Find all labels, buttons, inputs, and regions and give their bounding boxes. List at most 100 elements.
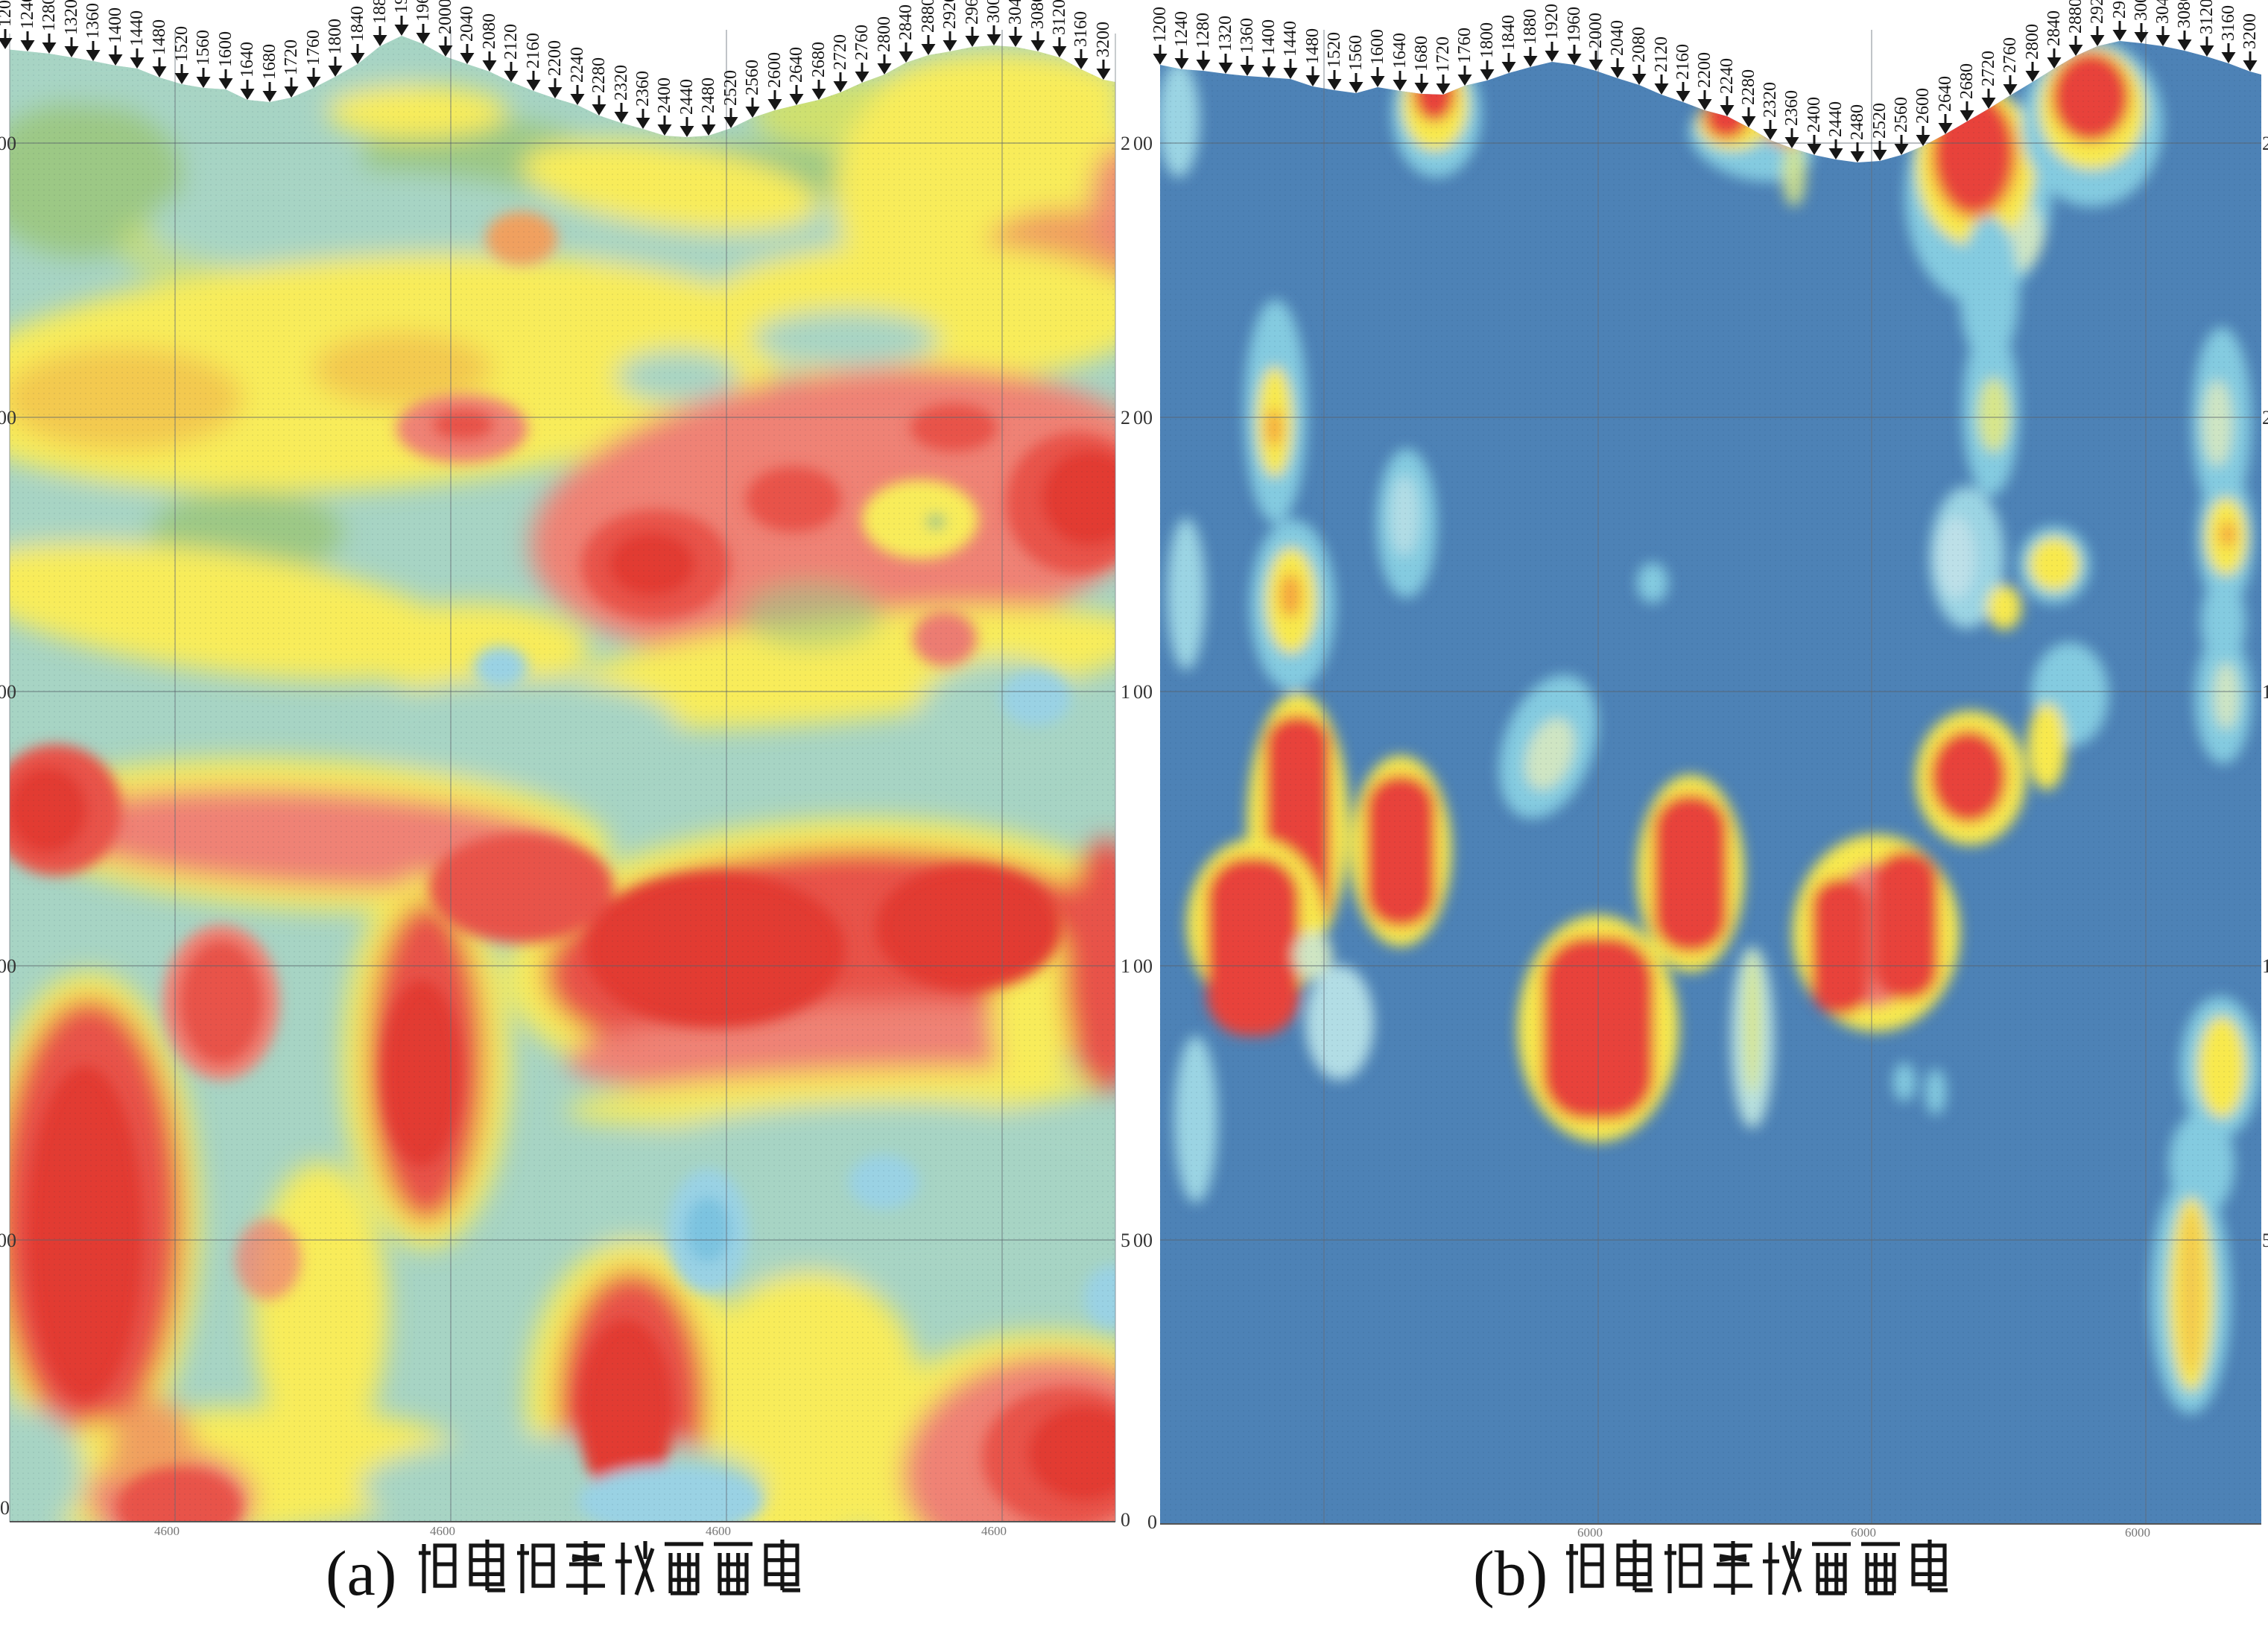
- svg-text:1520: 1520: [1325, 32, 1344, 68]
- svg-text:2760: 2760: [852, 25, 872, 60]
- svg-text:2160: 2160: [1673, 44, 1693, 80]
- svg-text:3120: 3120: [2197, 0, 2217, 34]
- svg-text:1600: 1600: [216, 31, 235, 67]
- svg-text:2440: 2440: [677, 79, 697, 115]
- svg-text:00: 00: [1133, 133, 1153, 154]
- svg-text:2920: 2920: [940, 0, 960, 29]
- svg-text:1800: 1800: [326, 19, 345, 54]
- svg-text:2: 2: [1121, 407, 1130, 428]
- svg-text:00: 00: [1133, 407, 1153, 428]
- svg-text:4600: 4600: [981, 1524, 1007, 1538]
- svg-text:1760: 1760: [1455, 28, 1474, 63]
- svg-text:2680: 2680: [809, 42, 829, 78]
- svg-text:1640: 1640: [1390, 33, 1410, 69]
- svg-text:1960: 1960: [414, 0, 433, 22]
- svg-text:1200: 1200: [1150, 7, 1170, 42]
- svg-text:3120: 3120: [1050, 0, 1069, 35]
- svg-text:1280: 1280: [39, 0, 59, 31]
- svg-text:1920: 1920: [1542, 4, 1562, 39]
- svg-text:2000: 2000: [1586, 13, 1606, 48]
- svg-text:2360: 2360: [1782, 90, 1802, 126]
- svg-text:2880: 2880: [2066, 0, 2085, 34]
- svg-text:2960: 2960: [963, 0, 982, 25]
- svg-text:1720: 1720: [282, 39, 301, 75]
- svg-text:00: 00: [0, 955, 16, 977]
- svg-text:1960: 1960: [1565, 7, 1584, 42]
- svg-text:0: 0: [1121, 1509, 1130, 1531]
- svg-text:2960: 2960: [2110, 0, 2129, 19]
- svg-text:2240: 2240: [1717, 58, 1737, 94]
- svg-text:2120: 2120: [1652, 37, 1671, 72]
- svg-text:3040: 3040: [1006, 0, 1025, 25]
- svg-text:6000: 6000: [1851, 1525, 1876, 1540]
- svg-text:3200: 3200: [1094, 22, 1113, 57]
- svg-text:1240: 1240: [18, 0, 37, 29]
- svg-text:1360: 1360: [83, 3, 103, 39]
- svg-text:1360: 1360: [1238, 18, 1257, 54]
- svg-text:2400: 2400: [655, 78, 674, 113]
- svg-text:4600: 4600: [430, 1524, 455, 1538]
- svg-text:2080: 2080: [480, 13, 499, 49]
- svg-text:1320: 1320: [62, 0, 81, 35]
- svg-text:6000: 6000: [1577, 1525, 1603, 1540]
- svg-text:(b): (b): [1473, 1537, 1548, 1609]
- svg-text:3080: 3080: [1028, 0, 1048, 29]
- svg-text:2120: 2120: [501, 24, 521, 60]
- svg-text:1880: 1880: [370, 0, 390, 24]
- svg-text:2360: 2360: [633, 71, 653, 107]
- svg-text:4600: 4600: [154, 1524, 180, 1538]
- svg-text:1840: 1840: [348, 6, 367, 42]
- svg-text:2280: 2280: [1739, 69, 1758, 105]
- svg-text:1: 1: [2262, 681, 2268, 703]
- svg-text:5: 5: [1121, 1230, 1130, 1251]
- svg-text:2040: 2040: [457, 6, 477, 42]
- svg-text:2640: 2640: [787, 47, 806, 83]
- svg-text:2480: 2480: [699, 78, 718, 113]
- svg-text:4600: 4600: [706, 1524, 731, 1538]
- svg-text:2840: 2840: [896, 4, 916, 40]
- svg-text:2560: 2560: [1892, 97, 1911, 133]
- svg-text:2080: 2080: [1629, 27, 1649, 63]
- svg-text:0: 0: [1147, 1511, 1157, 1533]
- svg-text:1920: 1920: [392, 0, 411, 13]
- svg-text:6000: 6000: [2125, 1525, 2150, 1540]
- svg-text:1480: 1480: [150, 19, 169, 55]
- svg-text:1280: 1280: [1194, 13, 1213, 48]
- svg-text:2680: 2680: [1957, 63, 1977, 99]
- svg-text:(a): (a): [326, 1537, 396, 1609]
- svg-text:1880: 1880: [1521, 9, 1540, 45]
- svg-text:1200: 1200: [0, 0, 15, 27]
- svg-text:2880: 2880: [919, 0, 938, 33]
- svg-text:2520: 2520: [721, 70, 741, 106]
- svg-text:1320: 1320: [1216, 16, 1235, 51]
- svg-text:1: 1: [2262, 955, 2268, 977]
- svg-text:2320: 2320: [612, 65, 631, 101]
- svg-text:1480: 1480: [1303, 28, 1323, 64]
- svg-text:2: 2: [2262, 407, 2268, 428]
- svg-text:2320: 2320: [1761, 82, 1780, 118]
- svg-text:2520: 2520: [1870, 103, 1890, 139]
- svg-text:3200: 3200: [2240, 13, 2260, 49]
- svg-text:2720: 2720: [1979, 51, 1998, 86]
- svg-text:1680: 1680: [1412, 36, 1431, 72]
- svg-text:1440: 1440: [127, 10, 147, 46]
- svg-text:3080: 3080: [2175, 0, 2194, 28]
- svg-text:1400: 1400: [106, 7, 125, 43]
- svg-text:1520: 1520: [172, 26, 191, 62]
- svg-text:00: 00: [0, 1230, 16, 1251]
- svg-text:2600: 2600: [1913, 88, 1933, 124]
- svg-text:1800: 1800: [1477, 22, 1497, 58]
- svg-text:2440: 2440: [1826, 101, 1846, 137]
- svg-text:2240: 2240: [568, 47, 587, 83]
- svg-text:2280: 2280: [589, 57, 609, 93]
- svg-text:2800: 2800: [875, 16, 894, 52]
- svg-text:00: 00: [1133, 955, 1153, 977]
- svg-text:2600: 2600: [765, 52, 785, 88]
- svg-text:3000: 3000: [2132, 0, 2151, 21]
- svg-text:2200: 2200: [1695, 52, 1714, 88]
- svg-text:1640: 1640: [238, 42, 257, 78]
- svg-text:1760: 1760: [304, 30, 323, 66]
- svg-text:00: 00: [0, 133, 16, 154]
- svg-text:2920: 2920: [2088, 0, 2107, 24]
- svg-text:3160: 3160: [2219, 5, 2238, 41]
